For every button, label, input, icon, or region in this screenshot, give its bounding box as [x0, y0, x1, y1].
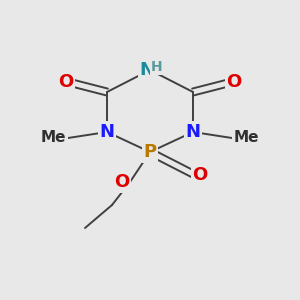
Text: N: N — [100, 123, 115, 141]
Text: N: N — [185, 123, 200, 141]
Text: O: O — [58, 73, 74, 91]
Text: P: P — [143, 143, 157, 161]
Text: O: O — [114, 173, 130, 191]
Text: O: O — [226, 73, 242, 91]
Text: Me: Me — [234, 130, 260, 146]
Text: Me: Me — [40, 130, 66, 146]
Text: O: O — [192, 166, 208, 184]
Text: H: H — [151, 60, 163, 74]
Text: N: N — [140, 61, 154, 79]
